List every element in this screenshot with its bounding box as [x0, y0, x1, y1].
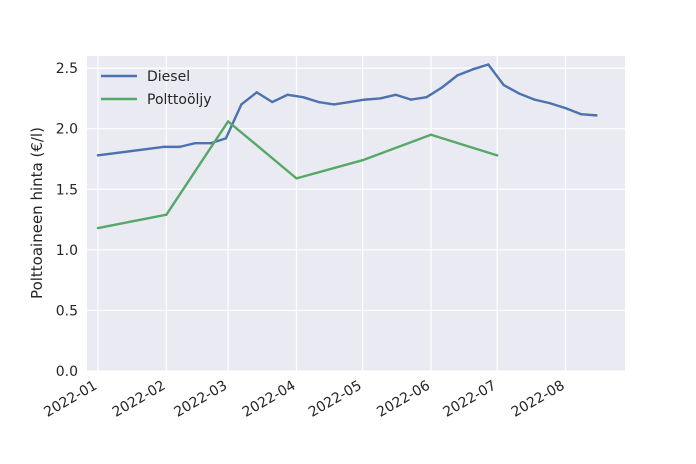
data-point-diesel: [162, 145, 166, 149]
y-tick-label: 1.0: [56, 243, 78, 259]
x-tick-label: 2022-01: [41, 378, 100, 421]
x-tick-label: 2022-07: [440, 378, 499, 421]
data-point-polttooljy: [429, 133, 433, 136]
data-point-diesel: [193, 142, 197, 145]
data-point-diesel: [533, 98, 536, 101]
data-point-diesel: [548, 102, 552, 105]
legend-label-polttooljy: Polttoöljy: [147, 92, 212, 108]
legend-label-diesel: Diesel: [147, 69, 190, 85]
data-point-diesel: [240, 103, 243, 106]
data-point-diesel: [348, 100, 351, 104]
data-point-diesel: [96, 154, 100, 157]
x-tick-label: 2022-06: [374, 378, 433, 421]
data-point-diesel: [317, 100, 320, 104]
data-point-diesel: [502, 83, 505, 87]
data-point-diesel: [271, 100, 274, 104]
data-point-diesel: [409, 98, 413, 101]
x-tick-label: 2022-08: [509, 378, 568, 421]
data-point-diesel: [471, 68, 475, 71]
data-point-diesel: [363, 98, 367, 101]
y-axis-ticks: 0.0 0.5 1.0 1.5 2.0 2.5: [56, 61, 78, 380]
data-point-diesel: [394, 93, 397, 96]
data-point-polttooljy: [295, 177, 298, 180]
data-point-polttooljy: [361, 158, 364, 162]
data-point-polttooljy: [495, 154, 499, 157]
series: [96, 63, 598, 230]
data-point-diesel: [440, 86, 444, 89]
data-point-diesel: [209, 142, 212, 145]
data-point-diesel: [579, 112, 583, 116]
y-axis-label: Polttoaineen hinta (€/l): [28, 127, 46, 299]
data-point-diesel: [517, 92, 521, 95]
series-line-diesel: [96, 63, 598, 157]
data-point-diesel: [224, 137, 228, 140]
data-point-diesel: [286, 93, 289, 96]
data-point-diesel: [425, 95, 428, 99]
data-point-diesel: [564, 106, 567, 110]
x-tick-label: 2022-04: [240, 378, 299, 421]
grid: [87, 56, 625, 372]
data-point-diesel: [255, 91, 258, 94]
y-tick-label: 2.5: [56, 61, 78, 77]
y-tick-label: 0.5: [56, 303, 78, 319]
data-point-diesel: [456, 74, 459, 77]
data-point-diesel: [332, 103, 336, 106]
data-point-diesel: [301, 95, 305, 99]
x-tick-label: 2022-02: [110, 378, 169, 421]
data-point-polttooljy: [165, 213, 168, 216]
y-tick-label: 2.0: [56, 122, 78, 138]
data-point-diesel: [487, 63, 490, 66]
y-tick-label: 0.0: [56, 364, 78, 380]
x-tick-label: 2022-05: [306, 378, 365, 421]
data-point-polttooljy: [96, 226, 100, 230]
legend: Diesel Polttoöljy: [101, 69, 212, 108]
data-point-diesel: [379, 97, 382, 100]
y-tick-label: 1.5: [56, 182, 78, 198]
data-point-diesel: [595, 114, 598, 117]
data-point-diesel: [178, 145, 181, 149]
plot-background: [87, 56, 625, 371]
x-tick-label: 2022-03: [171, 378, 230, 421]
x-axis-ticks: 2022-01 2022-02 2022-03 2022-04 2022-05 2022-…: [41, 378, 567, 421]
data-point-polttooljy: [226, 120, 230, 123]
